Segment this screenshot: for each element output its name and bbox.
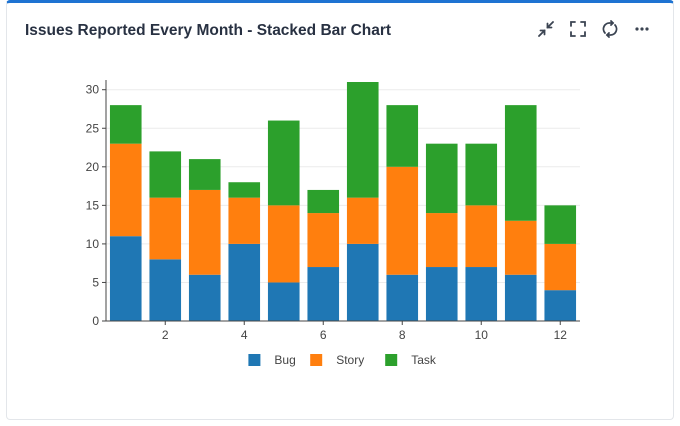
bar-story-9[interactable] xyxy=(425,213,458,268)
y-tick-label: 5 xyxy=(92,275,99,289)
bar-task-2[interactable] xyxy=(149,151,182,198)
y-tick-label: 25 xyxy=(86,121,100,135)
bar-task-11[interactable] xyxy=(504,105,537,221)
bar-story-8[interactable] xyxy=(386,166,419,275)
bar-task-1[interactable] xyxy=(109,105,142,144)
y-tick-label: 20 xyxy=(86,160,100,174)
chart-bars xyxy=(109,82,577,321)
bar-story-5[interactable] xyxy=(267,205,300,283)
bar-story-11[interactable] xyxy=(504,220,537,275)
bar-story-1[interactable] xyxy=(109,143,142,237)
widget-toolbar xyxy=(537,20,651,38)
bar-task-12[interactable] xyxy=(544,205,577,244)
chart-legend: Bug Story Task xyxy=(248,353,437,367)
bar-bug-11[interactable] xyxy=(504,274,537,321)
bar-story-6[interactable] xyxy=(307,213,340,268)
chart-grid xyxy=(106,89,580,283)
bar-bug-8[interactable] xyxy=(386,274,419,321)
x-tick-label: 8 xyxy=(399,328,406,342)
bar-story-3[interactable] xyxy=(188,189,221,275)
legend-label-bug[interactable]: Bug xyxy=(274,353,295,367)
x-tick-label: 4 xyxy=(241,328,248,342)
bar-bug-7[interactable] xyxy=(346,243,379,321)
y-tick-label: 0 xyxy=(92,314,99,328)
legend-label-task[interactable]: Task xyxy=(411,353,437,367)
refresh-icon[interactable] xyxy=(601,20,619,38)
bar-task-3[interactable] xyxy=(188,159,221,190)
y-tick-label: 15 xyxy=(86,198,100,212)
bar-bug-1[interactable] xyxy=(109,236,142,321)
legend-swatch-story[interactable] xyxy=(310,354,323,366)
bar-task-8[interactable] xyxy=(386,105,419,167)
bar-bug-6[interactable] xyxy=(307,267,340,321)
bar-story-12[interactable] xyxy=(544,243,577,291)
legend-swatch-task[interactable] xyxy=(385,354,398,366)
y-tick-label: 30 xyxy=(86,83,100,97)
bar-bug-9[interactable] xyxy=(425,267,458,321)
x-tick-label: 6 xyxy=(320,328,327,342)
bar-bug-2[interactable] xyxy=(149,259,182,321)
collapse-icon[interactable] xyxy=(537,20,555,38)
bar-bug-3[interactable] xyxy=(188,274,221,321)
bar-bug-12[interactable] xyxy=(544,290,577,321)
more-icon[interactable] xyxy=(633,20,651,38)
legend-label-story[interactable]: Story xyxy=(336,353,364,367)
legend-swatch-bug[interactable] xyxy=(248,354,261,366)
bar-bug-10[interactable] xyxy=(465,267,498,321)
chart-axes: 0 5 10 15 20 25 30 2 4 6 8 10 12 xyxy=(86,80,580,342)
bar-story-10[interactable] xyxy=(465,205,498,268)
bar-bug-4[interactable] xyxy=(228,243,261,321)
bar-story-4[interactable] xyxy=(228,197,261,244)
x-tick-label: 2 xyxy=(162,328,169,342)
bar-task-7[interactable] xyxy=(346,82,379,198)
widget-title: Issues Reported Every Month - Stacked Ba… xyxy=(25,22,392,39)
bar-story-7[interactable] xyxy=(346,197,379,244)
bar-task-6[interactable] xyxy=(307,189,340,214)
x-tick-label: 10 xyxy=(475,328,489,342)
x-tick-label: 12 xyxy=(554,328,568,342)
bar-task-4[interactable] xyxy=(228,182,261,198)
bar-task-9[interactable] xyxy=(425,143,458,214)
bar-task-5[interactable] xyxy=(267,120,300,206)
bar-bug-5[interactable] xyxy=(267,282,300,321)
bar-task-10[interactable] xyxy=(465,143,498,206)
fullscreen-icon[interactable] xyxy=(569,20,587,38)
bar-story-2[interactable] xyxy=(149,197,182,260)
y-tick-label: 10 xyxy=(86,237,100,251)
